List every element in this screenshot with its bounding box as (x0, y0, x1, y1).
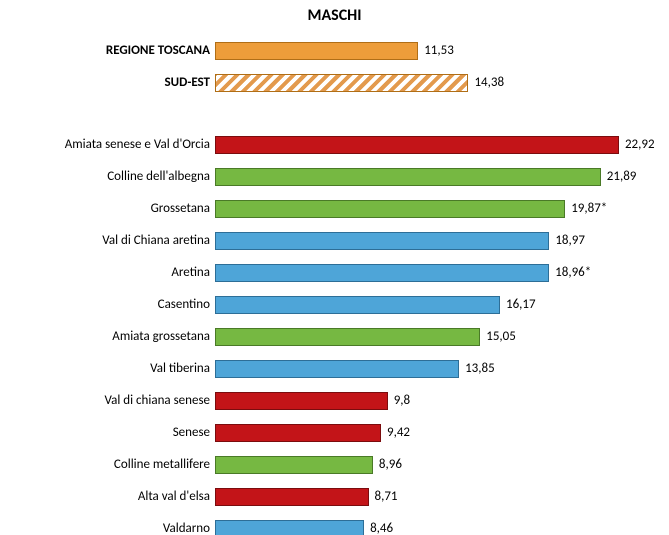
bar-label: Colline metallifere (0, 454, 210, 476)
bar (215, 488, 369, 506)
bar (215, 232, 549, 250)
bar-label: Senese (0, 422, 210, 444)
bar (215, 42, 418, 60)
bar-row: Colline dell'albegna 21,89 (0, 166, 669, 198)
bar-value: 18,96* (555, 262, 591, 284)
bar-label: Colline dell'albegna (0, 166, 210, 188)
bar-value: 18,97 (555, 230, 585, 252)
bar-label: Valdarno (0, 518, 210, 535)
bar-value: 16,17 (506, 294, 536, 316)
bar-value: 9,42 (387, 422, 410, 444)
bar (215, 168, 601, 186)
bar-label: Aretina (0, 262, 210, 284)
bar-label: REGIONE TOSCANA (0, 40, 210, 62)
bar-value: 8,71 (375, 486, 398, 508)
bar-label: Val di Chiana aretina (0, 230, 210, 252)
bar-row: Alta val d'elsa 8,71 (0, 486, 669, 518)
bar-label: Val tiberina (0, 358, 210, 380)
bar-value: 8,96 (379, 454, 402, 476)
bar-label: Amiata senese e Val d'Orcia (0, 134, 210, 156)
bar-label: Grossetana (0, 198, 210, 220)
bar (215, 136, 619, 154)
bar (215, 328, 480, 346)
bar-label: Alta val d'elsa (0, 486, 210, 508)
bar-row: Val di chiana senese 9,8 (0, 390, 669, 422)
bar (215, 424, 381, 442)
bar (215, 264, 549, 282)
bar-label: SUD-EST (0, 72, 210, 94)
bar-value: 19,87* (571, 198, 607, 220)
bar (215, 360, 459, 378)
bar (215, 520, 364, 535)
bar-value: 8,46 (370, 518, 393, 535)
bar-label: Val di chiana senese (0, 390, 210, 412)
bar-row: Valdarno 8,46 (0, 518, 669, 535)
bar-row: Colline metallifere 8,96 (0, 454, 669, 486)
chart-title: MASCHI (0, 6, 669, 25)
bar-row: Casentino 16,17 (0, 294, 669, 326)
bar-row: SUD-EST 14,38 (0, 72, 669, 104)
bar-value: 13,85 (465, 358, 495, 380)
bar-chart: MASCHI REGIONE TOSCANA 11,53 SUD-EST 14,38 A… (0, 0, 669, 535)
bar-row: Senese 9,42 (0, 422, 669, 454)
bar-value: 15,05 (486, 326, 516, 348)
bar-label: Casentino (0, 294, 210, 316)
bar (215, 200, 565, 218)
bar-row: Val tiberina 13,85 (0, 358, 669, 390)
bar-value: 21,89 (607, 166, 637, 188)
bar-row: Amiata grossetana 15,05 (0, 326, 669, 358)
bar (215, 74, 468, 92)
bar-row: Val di Chiana aretina 18,97 (0, 230, 669, 262)
bar-value: 9,8 (394, 390, 410, 412)
bar-value: 14,38 (474, 72, 504, 94)
bar-row: Aretina 18,96* (0, 262, 669, 294)
bar-value: 22,92 (625, 134, 655, 156)
bar-row: Grossetana 19,87* (0, 198, 669, 230)
bar-row: REGIONE TOSCANA 11,53 (0, 40, 669, 72)
bar-row: Amiata senese e Val d'Orcia 22,92 (0, 134, 669, 166)
bar-value: 11,53 (424, 40, 454, 62)
bar (215, 392, 388, 410)
bar-label: Amiata grossetana (0, 326, 210, 348)
bar (215, 456, 373, 474)
bar (215, 296, 500, 314)
